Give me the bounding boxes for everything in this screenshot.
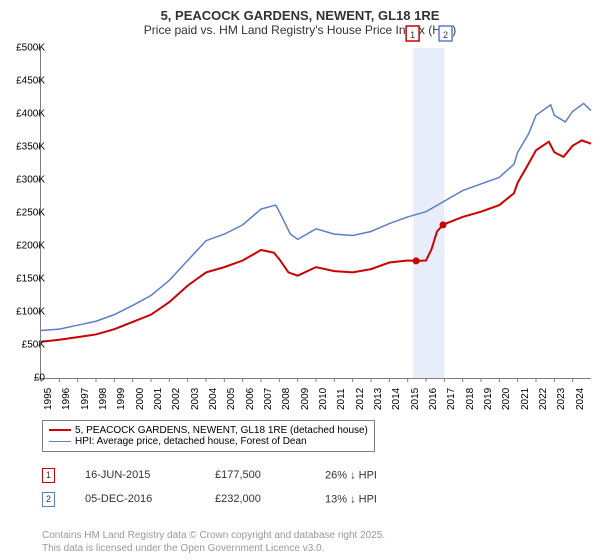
y-tick-label: £150K bbox=[5, 274, 45, 285]
x-tick-label: 2017 bbox=[446, 388, 457, 410]
x-tick-label: 2004 bbox=[208, 388, 219, 410]
chart-plot-area: 12 bbox=[40, 48, 591, 379]
x-tick-label: 2015 bbox=[410, 388, 421, 410]
x-tick-label: 2010 bbox=[318, 388, 329, 410]
y-tick-label: £0 bbox=[5, 373, 45, 384]
y-tick-label: £100K bbox=[5, 307, 45, 318]
x-tick-label: 2006 bbox=[245, 388, 256, 410]
footer-line-1: Contains HM Land Registry data © Crown c… bbox=[42, 530, 385, 541]
sale-marker-2: 2 bbox=[439, 26, 452, 41]
x-tick-label: 2008 bbox=[281, 388, 292, 410]
x-tick-label: 2023 bbox=[556, 388, 567, 410]
chart-container: 5, PEACOCK GARDENS, NEWENT, GL18 1RE Pri… bbox=[0, 0, 600, 560]
series-price_paid bbox=[41, 140, 591, 341]
x-tick-label: 2009 bbox=[300, 388, 311, 410]
legend-item: 5, PEACOCK GARDENS, NEWENT, GL18 1RE (de… bbox=[49, 425, 368, 436]
sale-marker-box: 2 bbox=[42, 492, 55, 507]
x-tick-label: 2000 bbox=[135, 388, 146, 410]
x-tick-label: 2018 bbox=[465, 388, 476, 410]
x-tick-label: 1998 bbox=[98, 388, 109, 410]
sale-row-2: 2 05-DEC-2016£232,00013% ↓ HPI bbox=[42, 492, 377, 507]
legend: 5, PEACOCK GARDENS, NEWENT, GL18 1RE (de… bbox=[42, 420, 375, 452]
y-tick-label: £250K bbox=[5, 208, 45, 219]
x-tick-label: 1996 bbox=[61, 388, 72, 410]
sale-marker-1: 1 bbox=[406, 26, 419, 41]
title-main: 5, PEACOCK GARDENS, NEWENT, GL18 1RE bbox=[0, 0, 600, 23]
sale-date: 05-DEC-2016 bbox=[85, 493, 215, 505]
x-tick-label: 1997 bbox=[80, 388, 91, 410]
svg-text:2: 2 bbox=[443, 30, 448, 40]
sale-diff: 26% ↓ HPI bbox=[325, 469, 377, 481]
sale-marker-box: 1 bbox=[42, 468, 55, 483]
sale-dot-2 bbox=[440, 221, 447, 228]
legend-swatch bbox=[49, 441, 71, 443]
footer-line-2: This data is licensed under the Open Gov… bbox=[42, 543, 324, 554]
y-tick-label: £450K bbox=[5, 76, 45, 87]
x-tick-label: 2014 bbox=[391, 388, 402, 410]
x-tick-label: 2022 bbox=[538, 388, 549, 410]
x-tick-label: 2024 bbox=[575, 388, 586, 410]
x-tick-label: 2019 bbox=[483, 388, 494, 410]
x-tick-label: 1999 bbox=[116, 388, 127, 410]
y-tick-label: £300K bbox=[5, 175, 45, 186]
x-tick-label: 2021 bbox=[520, 388, 531, 410]
line-chart-svg: 12 bbox=[41, 48, 591, 378]
x-tick-label: 2001 bbox=[153, 388, 164, 410]
x-tick-label: 2013 bbox=[373, 388, 384, 410]
sale-price: £177,500 bbox=[215, 469, 325, 481]
legend-swatch bbox=[49, 429, 71, 431]
x-tick-label: 1995 bbox=[43, 388, 54, 410]
x-tick-label: 2002 bbox=[171, 388, 182, 410]
sale-row-1: 1 16-JUN-2015£177,50026% ↓ HPI bbox=[42, 468, 377, 483]
x-tick-label: 2012 bbox=[355, 388, 366, 410]
x-tick-label: 2005 bbox=[226, 388, 237, 410]
x-tick-label: 2003 bbox=[190, 388, 201, 410]
x-tick-label: 2020 bbox=[501, 388, 512, 410]
sale-diff: 13% ↓ HPI bbox=[325, 493, 377, 505]
title-sub: Price paid vs. HM Land Registry's House … bbox=[0, 23, 600, 41]
legend-item: HPI: Average price, detached house, Fore… bbox=[49, 436, 368, 447]
sale-date: 16-JUN-2015 bbox=[85, 469, 215, 481]
x-tick-label: 2007 bbox=[263, 388, 274, 410]
x-tick-label: 2016 bbox=[428, 388, 439, 410]
sale-price: £232,000 bbox=[215, 493, 325, 505]
legend-label: HPI: Average price, detached house, Fore… bbox=[75, 436, 307, 447]
series-hpi bbox=[41, 103, 591, 330]
y-tick-label: £50K bbox=[5, 340, 45, 351]
y-tick-label: £400K bbox=[5, 109, 45, 120]
x-tick-label: 2011 bbox=[336, 388, 347, 410]
highlight-band bbox=[413, 48, 444, 378]
sale-dot-1 bbox=[413, 257, 420, 264]
y-tick-label: £500K bbox=[5, 43, 45, 54]
y-tick-label: £350K bbox=[5, 142, 45, 153]
svg-text:1: 1 bbox=[410, 30, 415, 40]
legend-label: 5, PEACOCK GARDENS, NEWENT, GL18 1RE (de… bbox=[75, 425, 368, 436]
y-tick-label: £200K bbox=[5, 241, 45, 252]
